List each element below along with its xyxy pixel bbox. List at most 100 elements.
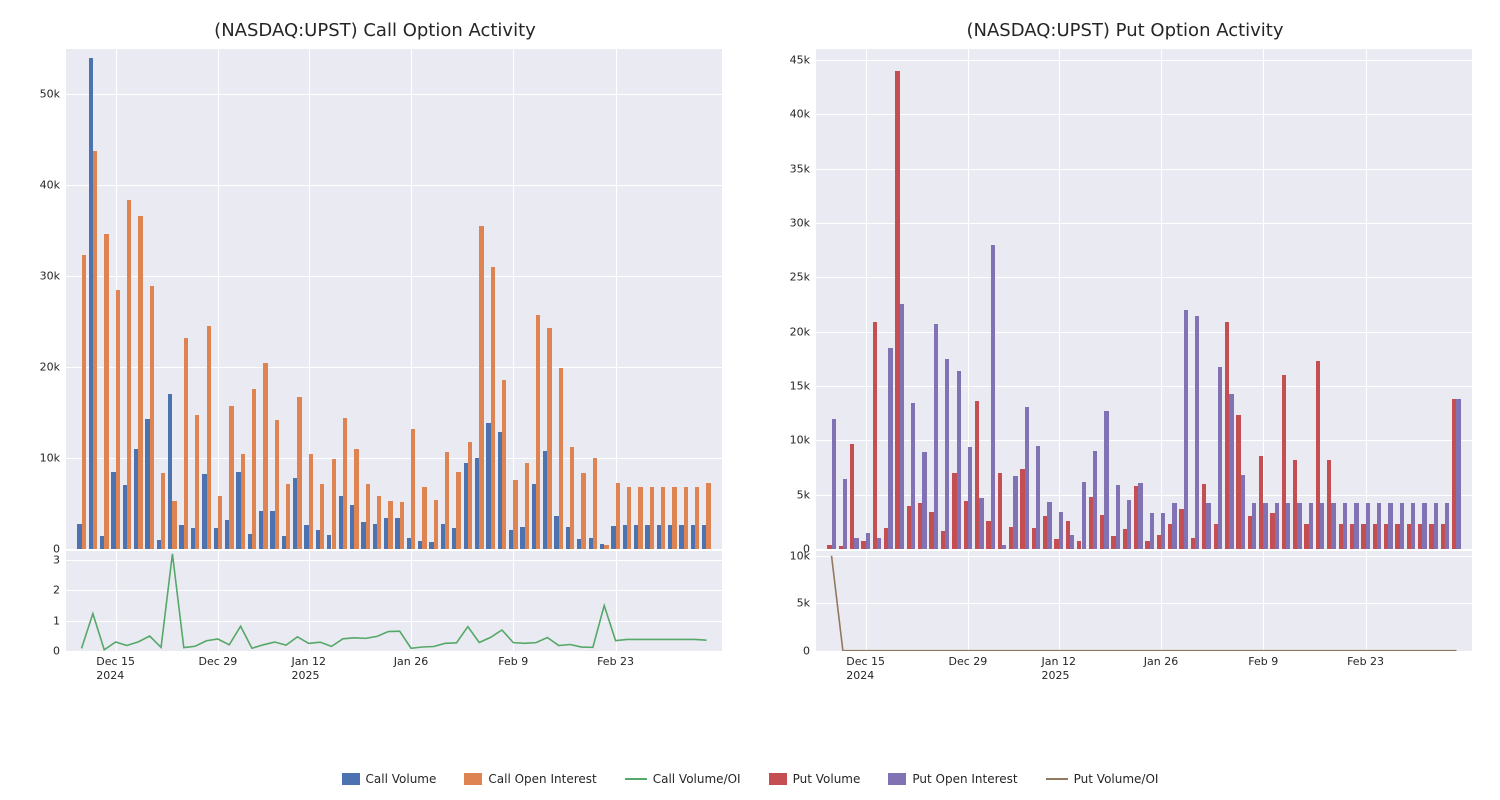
put-title: (NASDAQ:UPST) Put Option Activity <box>770 20 1480 41</box>
x-tick-label: Dec 29 <box>198 655 237 669</box>
bar-oi <box>627 487 631 549</box>
bar-oi <box>138 216 142 549</box>
bar-oi <box>1252 503 1256 549</box>
bar-oi <box>672 487 676 549</box>
legend-swatch-rect <box>342 773 360 785</box>
bar-oi <box>491 267 495 549</box>
legend-label: Call Volume/OI <box>653 772 741 786</box>
y-tick-label: 20k <box>790 325 810 338</box>
bar-oi <box>1082 482 1086 549</box>
call-bars-plot: 010k20k30k40k50k <box>66 49 722 549</box>
y-tick-label: 30k <box>40 270 60 283</box>
bar-oi <box>604 545 608 549</box>
bar-oi <box>957 371 961 549</box>
y-tick-label: 0 <box>53 645 60 658</box>
bar-oi <box>104 234 108 549</box>
bar-oi <box>1422 503 1426 549</box>
legend-item: Call Volume/OI <box>625 772 741 786</box>
x-tick-label: Dec 29 <box>948 655 987 669</box>
bar-oi <box>1070 535 1074 549</box>
bar-oi <box>979 498 983 549</box>
put-plot-wrap: 05k10k15k20k25k30k35k40k45k 05k10k Dec 1… <box>816 49 1472 701</box>
bar-oi <box>1161 513 1165 549</box>
bar-oi <box>1400 503 1404 549</box>
put-panel: (NASDAQ:UPST) Put Option Activity 05k10k… <box>770 20 1480 762</box>
bar-oi <box>184 338 188 549</box>
legend-swatch-line <box>1046 778 1068 780</box>
bar-oi <box>650 487 654 549</box>
bar-oi <box>229 406 233 549</box>
bar-oi <box>150 286 154 549</box>
bar-oi <box>1366 503 1370 549</box>
legend-item: Call Open Interest <box>464 772 596 786</box>
bar-oi <box>1309 503 1313 549</box>
legend-label: Put Open Interest <box>912 772 1017 786</box>
bar-oi <box>93 151 97 549</box>
y-tick-label: 10k <box>40 452 60 465</box>
call-x-axis: Dec 152024Dec 29Jan 122025Jan 26Feb 9Feb… <box>66 651 722 701</box>
legend-label: Call Volume <box>366 772 437 786</box>
bar-oi <box>1229 394 1233 549</box>
y-tick-label: 40k <box>40 179 60 192</box>
legend-swatch-line <box>625 778 647 780</box>
x-tick-label: Feb 9 <box>498 655 528 669</box>
y-tick-label: 10k <box>790 549 810 562</box>
bar-oi <box>945 359 949 549</box>
bar-oi <box>934 324 938 549</box>
y-tick-label: 20k <box>40 361 60 374</box>
x-tick-label: Dec 152024 <box>96 655 135 684</box>
bar-oi <box>400 502 404 549</box>
bar-oi <box>536 315 540 549</box>
bar-oi <box>570 447 574 549</box>
bar-oi <box>1138 483 1142 549</box>
bar-oi <box>1025 407 1029 549</box>
bar-oi <box>479 226 483 549</box>
y-tick-label: 10k <box>790 434 810 447</box>
bar-oi <box>1286 503 1290 549</box>
bar-oi <box>309 454 313 549</box>
bar-oi <box>1331 503 1335 549</box>
bar-oi <box>218 496 222 549</box>
x-tick-label: Jan 26 <box>1144 655 1178 669</box>
bar-oi <box>1218 367 1222 549</box>
bar-oi <box>1184 310 1188 549</box>
bar-oi <box>866 533 870 549</box>
bar-oi <box>1434 503 1438 549</box>
bar-oi <box>1002 545 1006 549</box>
x-tick-label: Feb 23 <box>1347 655 1384 669</box>
panels-row: (NASDAQ:UPST) Call Option Activity 010k2… <box>0 0 1500 762</box>
y-tick-label: 45k <box>790 53 810 66</box>
bar-oi <box>343 418 347 549</box>
bar-oi <box>411 429 415 549</box>
bar-oi <box>911 403 915 549</box>
bar-oi <box>1241 475 1245 549</box>
figure: (NASDAQ:UPST) Call Option Activity 010k2… <box>0 0 1500 800</box>
y-tick-label: 1 <box>53 614 60 627</box>
legend-swatch-rect <box>769 773 787 785</box>
ratio-line <box>832 556 1457 651</box>
bar-volume <box>850 444 854 549</box>
bar-oi <box>252 389 256 549</box>
put-x-axis: Dec 152024Dec 29Jan 122025Jan 26Feb 9Feb… <box>816 651 1472 701</box>
bar-oi <box>877 538 881 549</box>
bar-oi <box>354 449 358 549</box>
put-ratio-plot: 05k10k <box>816 551 1472 651</box>
bar-oi <box>513 480 517 549</box>
bar-oi <box>525 463 529 549</box>
bar-oi <box>116 290 120 549</box>
bar-oi <box>1263 503 1267 549</box>
bar-oi <box>1093 451 1097 549</box>
call-title: (NASDAQ:UPST) Call Option Activity <box>20 20 730 41</box>
x-tick-label: Jan 122025 <box>1042 655 1076 684</box>
bar-oi <box>241 454 245 549</box>
y-tick-label: 35k <box>790 162 810 175</box>
bar-volume <box>873 322 877 549</box>
legend-swatch-rect <box>464 773 482 785</box>
bar-oi <box>332 459 336 549</box>
bar-oi <box>1275 503 1279 549</box>
bar-oi <box>900 304 904 549</box>
bar-oi <box>434 500 438 549</box>
legend-item: Put Volume <box>769 772 861 786</box>
y-tick-label: 0 <box>803 645 810 658</box>
bar-oi <box>127 200 131 549</box>
